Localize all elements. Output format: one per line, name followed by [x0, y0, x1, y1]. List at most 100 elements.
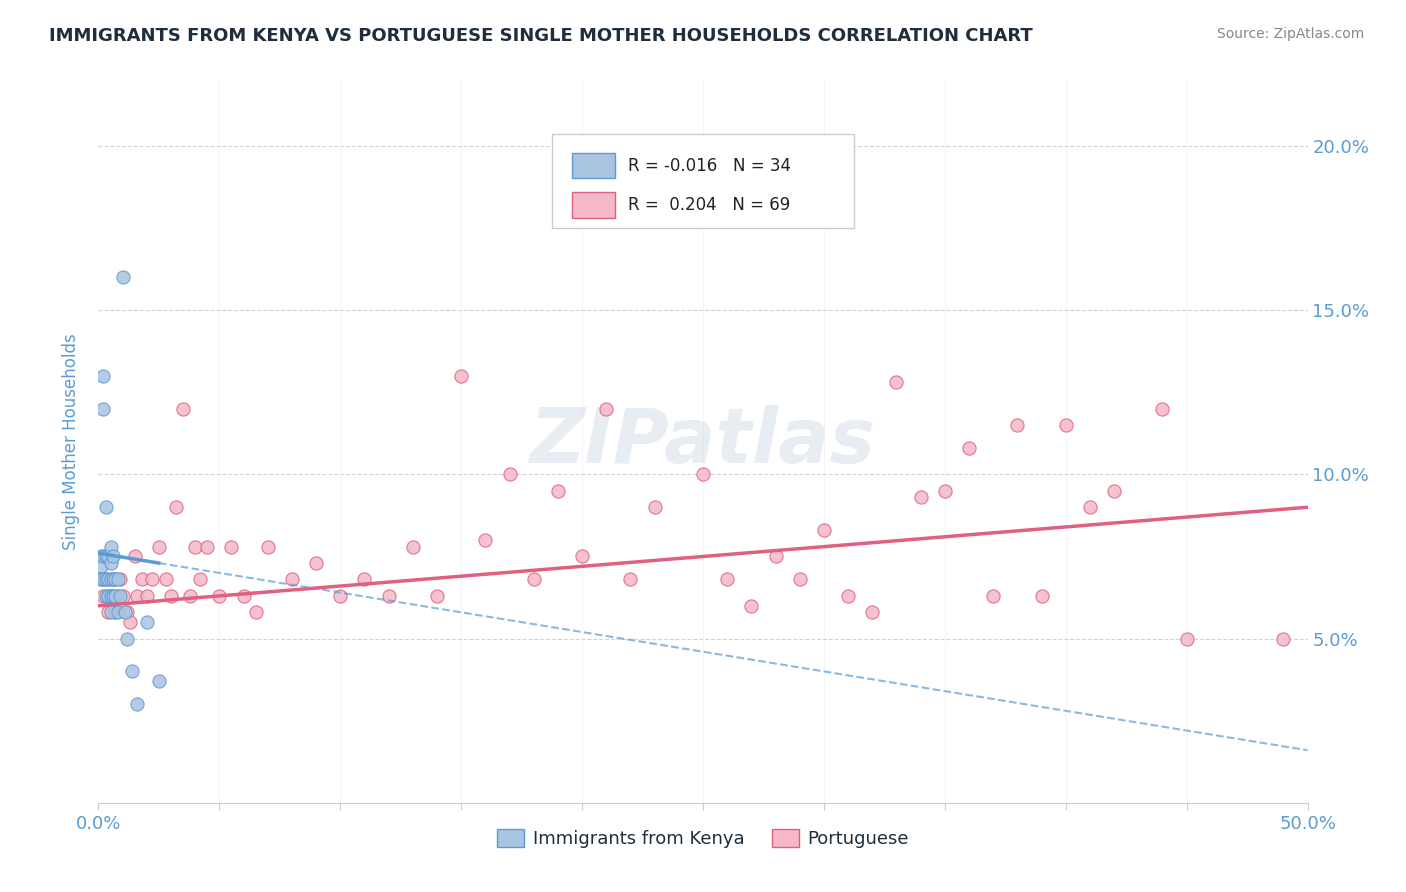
Point — [94, 573, 117, 587]
Point — [450, 368, 472, 383]
Point — [353, 573, 375, 587]
Point — [135, 615, 157, 630]
Point — [837, 589, 859, 603]
Point — [1007, 418, 1029, 433]
Point — [100, 589, 122, 603]
Point — [90, 573, 112, 587]
Point — [104, 573, 127, 587]
Point — [1152, 401, 1174, 416]
Point — [94, 589, 117, 603]
Point — [208, 589, 231, 603]
Point — [100, 605, 122, 619]
Point — [148, 674, 170, 689]
Point — [474, 533, 496, 547]
Point — [402, 540, 425, 554]
Point — [305, 556, 328, 570]
Point — [184, 540, 207, 554]
Point — [114, 605, 136, 619]
Point — [111, 270, 134, 285]
Point — [97, 549, 120, 564]
Point — [179, 589, 201, 603]
Point — [97, 589, 120, 603]
Point — [188, 573, 211, 587]
Point — [107, 589, 129, 603]
Point — [108, 589, 131, 603]
Point — [118, 615, 141, 630]
Point — [100, 573, 122, 587]
Point — [221, 540, 243, 554]
Point — [131, 573, 153, 587]
Point — [91, 573, 114, 587]
Point — [165, 500, 187, 515]
Point — [910, 491, 932, 505]
Point — [498, 467, 520, 482]
Point — [172, 401, 194, 416]
Text: Source: ZipAtlas.com: Source: ZipAtlas.com — [1216, 27, 1364, 41]
Point — [97, 573, 120, 587]
FancyBboxPatch shape — [572, 153, 614, 178]
Point — [595, 401, 617, 416]
Point — [523, 573, 546, 587]
Point — [981, 589, 1004, 603]
Point — [101, 549, 124, 564]
Point — [160, 589, 183, 603]
Point — [124, 549, 146, 564]
Point — [765, 549, 787, 564]
Point — [1102, 483, 1125, 498]
Point — [1031, 589, 1053, 603]
Legend: Immigrants from Kenya, Portuguese: Immigrants from Kenya, Portuguese — [489, 822, 917, 855]
Point — [94, 573, 117, 587]
Point — [148, 540, 170, 554]
Text: R =  0.204   N = 69: R = 0.204 N = 69 — [628, 195, 790, 213]
Point — [101, 573, 124, 587]
Point — [117, 605, 139, 619]
FancyBboxPatch shape — [572, 193, 614, 218]
Point — [111, 589, 134, 603]
Point — [644, 500, 666, 515]
Text: IMMIGRANTS FROM KENYA VS PORTUGUESE SINGLE MOTHER HOUSEHOLDS CORRELATION CHART: IMMIGRANTS FROM KENYA VS PORTUGUESE SING… — [49, 27, 1033, 45]
Point — [91, 401, 114, 416]
Point — [90, 549, 112, 564]
Point — [619, 573, 641, 587]
Point — [547, 483, 569, 498]
Point — [121, 665, 143, 679]
Point — [1054, 418, 1077, 433]
Point — [104, 589, 127, 603]
Text: R = -0.016   N = 34: R = -0.016 N = 34 — [628, 156, 792, 175]
Point — [117, 632, 139, 646]
Point — [1272, 632, 1295, 646]
Point — [281, 573, 304, 587]
Point — [860, 605, 883, 619]
Point — [256, 540, 278, 554]
Point — [108, 573, 131, 587]
Point — [716, 573, 738, 587]
Point — [426, 589, 449, 603]
Point — [100, 556, 122, 570]
Point — [100, 589, 122, 603]
Point — [1078, 500, 1101, 515]
Point — [101, 573, 124, 587]
Point — [91, 549, 114, 564]
Point — [957, 441, 980, 455]
Point — [107, 573, 129, 587]
Point — [90, 573, 112, 587]
Point — [94, 500, 117, 515]
Point — [245, 605, 267, 619]
Point — [377, 589, 399, 603]
Point — [329, 589, 352, 603]
Point — [195, 540, 218, 554]
Point — [100, 540, 122, 554]
Point — [104, 605, 127, 619]
Point — [740, 599, 762, 613]
Point — [97, 589, 120, 603]
Point — [101, 589, 124, 603]
Point — [94, 549, 117, 564]
Point — [127, 589, 149, 603]
Point — [107, 605, 129, 619]
Point — [789, 573, 811, 587]
Point — [813, 523, 835, 537]
Point — [90, 559, 112, 574]
Text: ZIPatlas: ZIPatlas — [530, 405, 876, 478]
Point — [571, 549, 593, 564]
Point — [1175, 632, 1198, 646]
